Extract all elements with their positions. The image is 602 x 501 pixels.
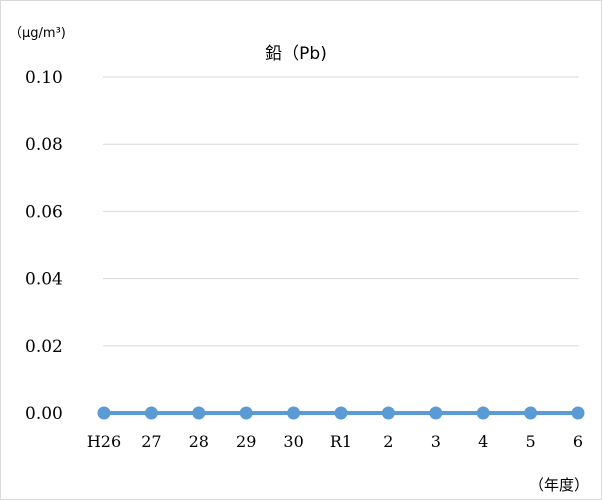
x-axis-ticks: H26 27 28 29 30 R1 2 3 4 5 6 (87, 432, 583, 451)
data-point (239, 406, 253, 420)
data-point (97, 406, 111, 420)
y-tick-label: 0.00 (25, 404, 63, 424)
x-tick-label: R1 (330, 432, 352, 451)
y-axis-ticks: 0.00 0.02 0.04 0.06 0.08 0.10 (25, 68, 63, 424)
x-tick-label: 2 (383, 432, 393, 451)
x-tick-label: 3 (431, 432, 441, 451)
data-point (524, 406, 538, 420)
y-axis-unit-label: （μg/m³) (9, 26, 66, 41)
x-tick-label: 5 (526, 432, 536, 451)
data-point (571, 406, 585, 420)
x-tick-label: 29 (236, 432, 256, 451)
y-tick-label: 0.02 (25, 337, 63, 357)
gridlines (103, 76, 579, 414)
data-point (144, 406, 158, 420)
y-tick-label: 0.06 (25, 202, 63, 222)
y-tick-label: 0.08 (25, 135, 63, 155)
x-tick-label: 6 (573, 432, 583, 451)
data-point (476, 406, 490, 420)
data-point (192, 406, 206, 420)
y-tick-label: 0.10 (25, 68, 63, 88)
data-point (334, 406, 348, 420)
series-layer (97, 406, 585, 420)
data-point (429, 406, 443, 420)
y-tick-label: 0.04 (25, 270, 63, 290)
x-tick-label: H26 (87, 432, 121, 451)
data-point (381, 406, 395, 420)
x-tick-label: 30 (283, 432, 303, 451)
x-tick-label: 28 (189, 432, 209, 451)
x-tick-label: 27 (141, 432, 161, 451)
data-point (287, 406, 301, 420)
chart-title: 鉛（Pb) (265, 44, 327, 64)
x-axis-unit-label: （年度） (529, 476, 589, 494)
x-tick-label: 4 (478, 432, 488, 451)
